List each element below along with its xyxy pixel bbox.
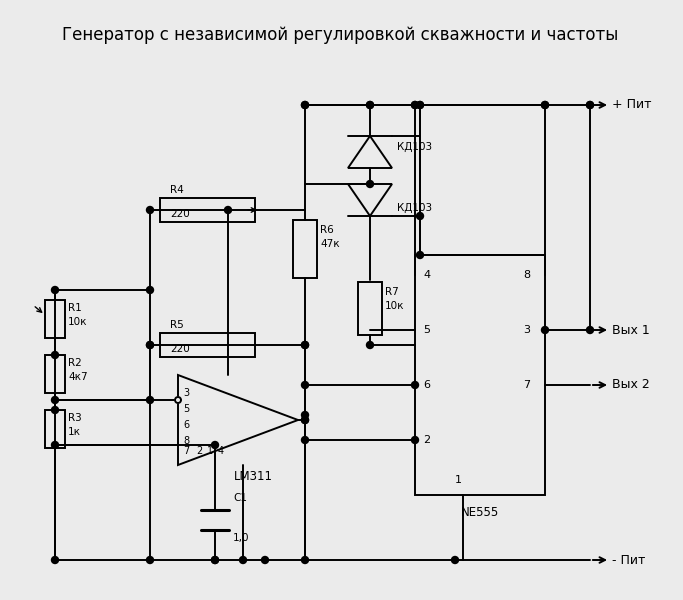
Circle shape: [146, 341, 154, 349]
Circle shape: [367, 181, 374, 187]
Text: 5: 5: [423, 325, 430, 335]
Circle shape: [301, 101, 309, 109]
Text: R2: R2: [68, 358, 82, 368]
Text: 4: 4: [218, 446, 224, 456]
Text: 8: 8: [523, 270, 530, 280]
Text: C1: C1: [233, 493, 247, 503]
Text: 6: 6: [183, 420, 189, 430]
Text: R7: R7: [385, 287, 399, 297]
Text: 220: 220: [170, 344, 190, 354]
Circle shape: [411, 437, 419, 443]
Circle shape: [212, 557, 219, 563]
Circle shape: [262, 557, 268, 563]
Text: R5: R5: [170, 320, 184, 330]
Text: 4к7: 4к7: [68, 372, 87, 382]
Circle shape: [542, 101, 548, 109]
Circle shape: [417, 212, 423, 220]
Circle shape: [301, 416, 309, 424]
Text: 10к: 10к: [68, 317, 87, 327]
Text: - Пит: - Пит: [612, 553, 645, 566]
Text: 4: 4: [423, 270, 430, 280]
Circle shape: [417, 101, 423, 109]
Circle shape: [212, 557, 219, 563]
Text: 220: 220: [170, 209, 190, 219]
Circle shape: [367, 101, 374, 109]
Text: R1: R1: [68, 303, 82, 313]
Circle shape: [51, 442, 59, 449]
Circle shape: [367, 101, 374, 109]
Circle shape: [146, 341, 154, 349]
Text: 5: 5: [183, 404, 189, 414]
Circle shape: [212, 442, 219, 449]
Circle shape: [51, 557, 59, 563]
Text: 6: 6: [423, 380, 430, 390]
Circle shape: [587, 326, 594, 334]
Circle shape: [51, 407, 59, 413]
Circle shape: [175, 397, 181, 403]
Text: NE555: NE555: [461, 506, 499, 520]
Circle shape: [225, 206, 232, 214]
Circle shape: [240, 557, 247, 563]
Circle shape: [301, 341, 309, 349]
Circle shape: [417, 251, 423, 259]
Text: + Пит: + Пит: [612, 98, 652, 112]
Text: 47к: 47к: [320, 239, 339, 249]
Circle shape: [542, 326, 548, 334]
Text: 2: 2: [196, 446, 202, 456]
Text: 7: 7: [523, 380, 530, 390]
Text: R6: R6: [320, 225, 334, 235]
Circle shape: [587, 101, 594, 109]
Circle shape: [411, 101, 419, 109]
Text: Вых 1: Вых 1: [612, 323, 650, 337]
Text: 1,0: 1,0: [233, 533, 249, 543]
Text: 1: 1: [207, 446, 213, 456]
Circle shape: [301, 416, 309, 424]
Text: LM311: LM311: [234, 470, 273, 484]
Circle shape: [146, 286, 154, 293]
Text: КД103: КД103: [397, 142, 432, 152]
Circle shape: [587, 101, 594, 109]
Circle shape: [411, 382, 419, 389]
Bar: [415, 255, 545, 495]
Text: КД103: КД103: [397, 203, 432, 213]
Text: R3: R3: [68, 413, 82, 423]
Bar: [293, 220, 317, 278]
Text: 7: 7: [183, 446, 189, 456]
Circle shape: [146, 206, 154, 214]
Circle shape: [51, 286, 59, 293]
Text: 2: 2: [423, 435, 430, 445]
Circle shape: [417, 101, 423, 109]
Text: 10к: 10к: [385, 301, 404, 311]
Bar: [45, 410, 65, 448]
Bar: [358, 282, 382, 335]
Text: 3: 3: [523, 325, 530, 335]
Bar: [45, 355, 65, 393]
Text: R4: R4: [170, 185, 184, 195]
Bar: [160, 333, 255, 357]
Circle shape: [301, 557, 309, 563]
Bar: [160, 198, 255, 222]
Circle shape: [301, 101, 309, 109]
Bar: [45, 300, 65, 338]
Circle shape: [542, 101, 548, 109]
Text: Вых 2: Вых 2: [612, 379, 650, 391]
Circle shape: [367, 341, 374, 349]
Text: 1к: 1к: [68, 427, 81, 437]
Circle shape: [146, 557, 154, 563]
Circle shape: [51, 397, 59, 403]
Circle shape: [51, 352, 59, 358]
Circle shape: [301, 437, 309, 443]
Circle shape: [301, 341, 309, 349]
Circle shape: [301, 382, 309, 389]
Circle shape: [411, 101, 419, 109]
Circle shape: [146, 397, 154, 403]
Circle shape: [451, 557, 458, 563]
Text: 3: 3: [183, 388, 189, 398]
Circle shape: [301, 412, 309, 419]
Text: Генератор с независимой регулировкой скважности и частоты: Генератор с независимой регулировкой скв…: [62, 26, 618, 44]
Text: 1: 1: [455, 475, 462, 485]
Text: 8: 8: [183, 436, 189, 446]
